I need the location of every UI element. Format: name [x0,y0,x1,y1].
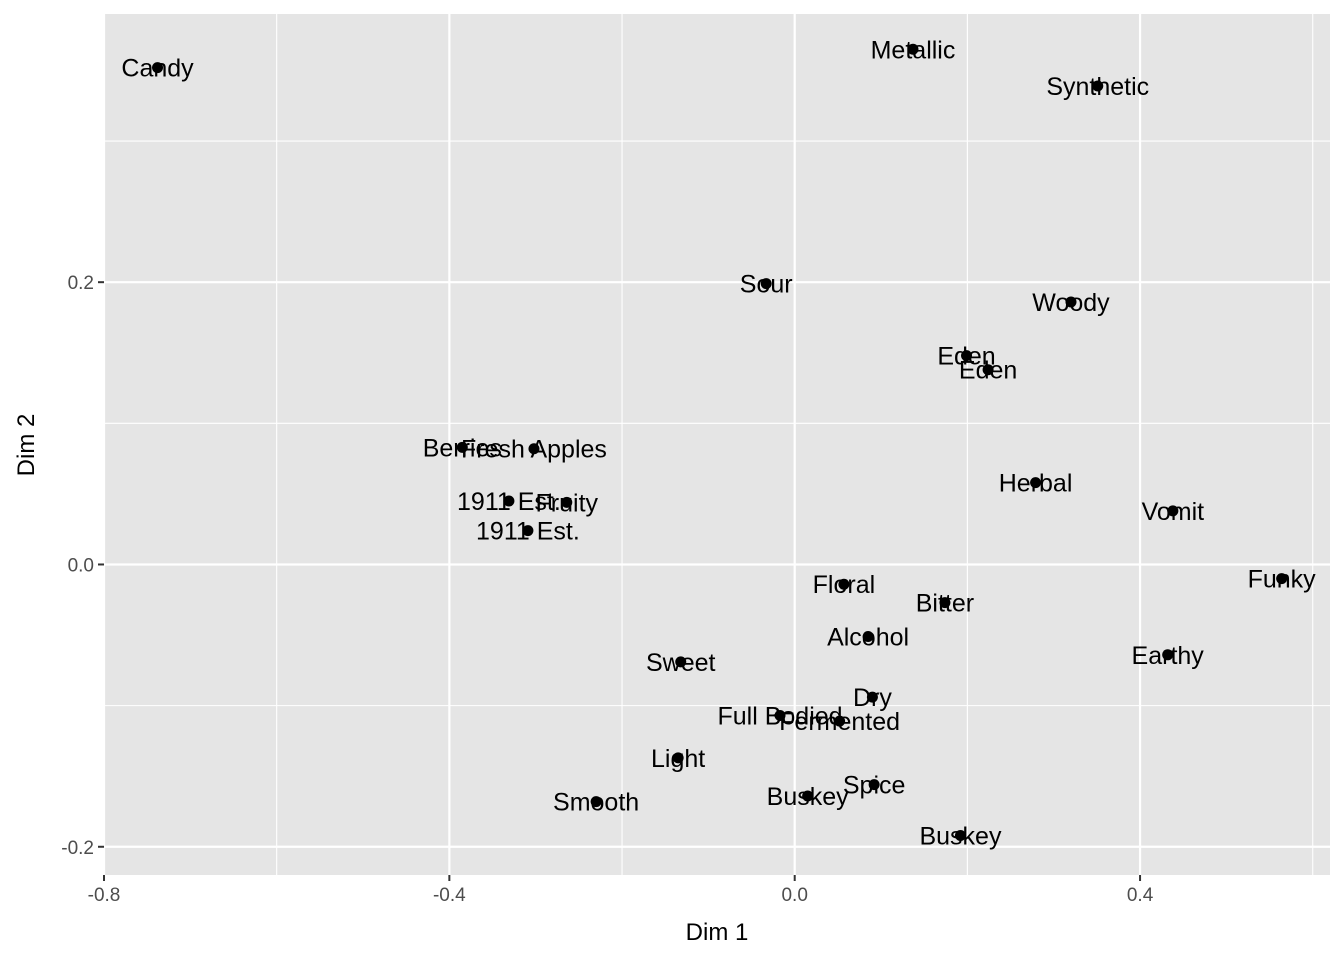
y-tick-label: -0.2 [61,838,94,859]
grid-major [102,14,1330,875]
data-point-label: Berries [423,434,502,462]
data-point [774,710,786,722]
data-point-label: Eden [937,343,995,371]
data-point-label: Smooth [553,789,639,817]
x-tick-label: 0.0 [781,885,807,906]
data-point-label: Vomit [1142,498,1205,526]
data-point [672,752,684,764]
data-point-label: 1911 Est. [476,518,580,546]
x-axis-title: Dim 1 [686,919,749,946]
data-point-label: 1911 Est. [457,488,561,516]
data-point-label: Candy [121,55,194,83]
data-point-label: Fermented [779,708,900,736]
data-point-label: Fruity [536,489,599,517]
y-tick-label: 0.2 [68,273,94,294]
data-point-label: Fresh Apples [461,436,607,464]
data-point-label: Alcohol [827,623,909,651]
data-point [838,578,850,590]
data-point [1030,477,1042,489]
data-point-label: Light [651,745,705,773]
data-point-label: Dry [853,684,892,712]
data-point-label: Funky [1248,566,1317,594]
data-point-label: Eden [959,357,1017,385]
x-tick-label: -0.4 [433,885,466,906]
data-point [590,796,602,808]
data-point [866,691,878,703]
data-point-label: Bitter [916,590,974,618]
data-point [982,364,994,376]
data-point [561,496,573,508]
x-tick-label: 0.4 [1127,885,1154,906]
data-point [939,597,951,609]
data-point-label: Sweet [646,649,716,677]
y-axis-title: Dim 2 [13,414,40,477]
data-point-label: Metallic [871,36,956,64]
data-point-label: Full Bodied [717,703,842,731]
data-point [1162,649,1174,661]
y-axis: -0.2 0.0 0.2 [61,273,104,859]
data-point-label: Buskey [919,822,1001,850]
data-point [1276,573,1288,585]
data-point [1167,505,1179,517]
data-point [834,715,846,727]
data-point-label: Herbal [999,470,1073,498]
data-point-label: Sour [740,271,793,299]
data-point [760,278,772,290]
data-point [862,630,874,642]
data-point-label: Spice [843,772,906,800]
data-point [528,443,540,455]
data-point [907,43,919,55]
data-point [961,350,973,362]
data-point [522,525,534,537]
data-point [456,441,468,453]
x-axis: -0.8 -0.4 0.0 0.4 [88,875,1154,906]
data-point [675,656,687,668]
data-point-label: Buskey [767,783,849,811]
x-tick-label: -0.8 [88,885,121,906]
data-points [152,43,1288,841]
data-point [954,829,966,841]
plot-panel [104,14,1330,875]
data-point [152,62,164,74]
data-point [802,790,814,802]
data-point-label: Earthy [1132,642,1205,670]
y-tick-label: 0.0 [68,555,94,576]
data-point-label: Floral [813,571,876,599]
data-point [1092,80,1104,92]
data-point [1065,296,1077,308]
data-point [503,495,515,507]
data-point [868,779,880,791]
data-point-label: Woody [1032,289,1110,317]
grid-minor [104,14,1330,875]
data-point-label: Synthetic [1046,73,1149,101]
